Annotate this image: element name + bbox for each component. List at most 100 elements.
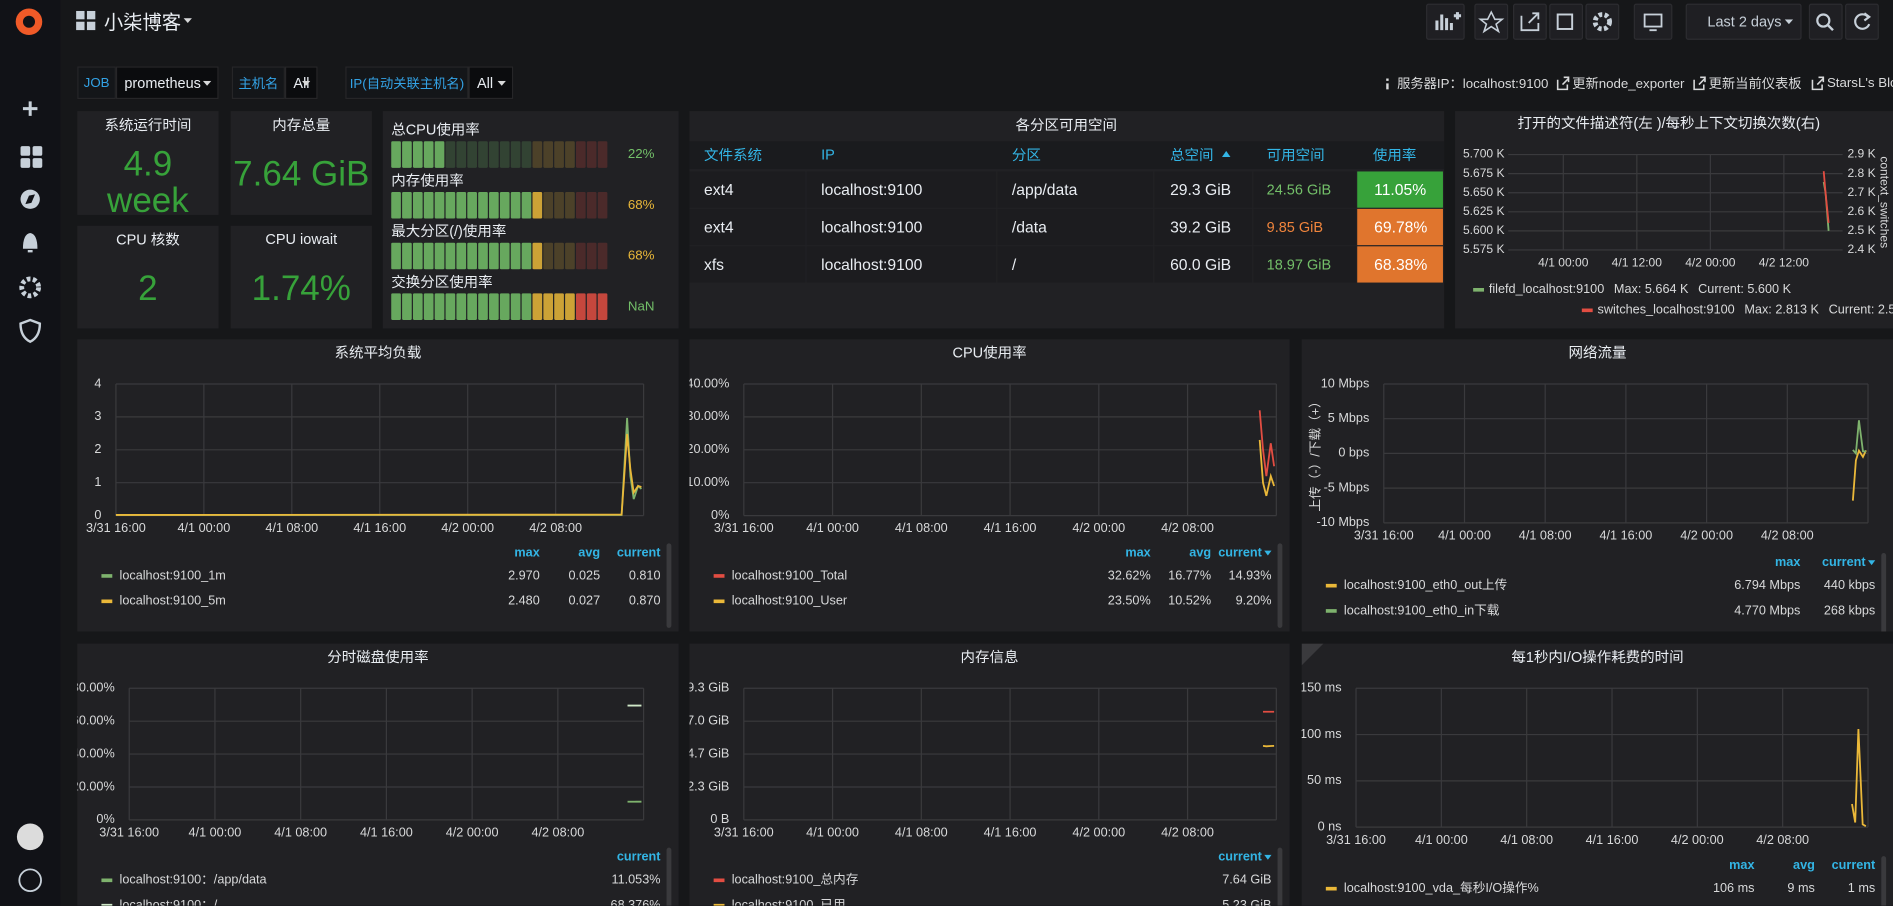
legend-name: localhost:9100：/ bbox=[120, 898, 218, 906]
gauge-cell bbox=[554, 243, 563, 270]
x-tick-label: 4/1 16:00 bbox=[1586, 833, 1639, 847]
table-cell-text: localhost:9100 bbox=[821, 218, 922, 236]
legend-stat: 6.794 Mbps bbox=[1734, 578, 1800, 592]
table-cell-text: ext4 bbox=[704, 181, 734, 199]
x-tick-label: 4/1 12:00 bbox=[1612, 255, 1663, 269]
table-column-header[interactable]: 使用率 bbox=[1373, 144, 1416, 165]
caret bbox=[203, 81, 213, 88]
table-column-header[interactable]: 可用空间 bbox=[1267, 144, 1325, 165]
table-column-header[interactable]: 总空间 bbox=[1170, 144, 1213, 165]
dashboards-icon bbox=[33, 158, 43, 168]
gauge-cell bbox=[413, 192, 422, 219]
y-tick-label: 4 bbox=[94, 376, 101, 390]
caret bbox=[497, 81, 507, 88]
legend-stat: 2.480 bbox=[508, 594, 540, 608]
gauge-label: 交换分区使用率 bbox=[391, 271, 492, 292]
gauge-cell bbox=[402, 243, 411, 270]
legend-name: localhost:9100_vda_每秒I/O操作% bbox=[1344, 880, 1539, 895]
x-tick-label: 4/1 00:00 bbox=[1438, 528, 1491, 542]
gauge-cell bbox=[467, 141, 476, 168]
table-column-header[interactable]: 分区 bbox=[1012, 144, 1041, 165]
gauge-cell bbox=[489, 243, 498, 270]
y2-tick-label: 2.8 K bbox=[1847, 166, 1875, 180]
gauge-cell bbox=[511, 141, 520, 168]
link-icon bbox=[1693, 76, 1706, 90]
toolbar-icons bbox=[1425, 4, 1884, 40]
dashboards-icon bbox=[21, 158, 31, 168]
gauge-bar bbox=[391, 192, 608, 219]
variable-value: All bbox=[477, 75, 493, 92]
x-tick-label: 4/1 00:00 bbox=[806, 826, 859, 840]
legend-scrollbar bbox=[1881, 856, 1886, 906]
gauge-cell bbox=[478, 243, 487, 270]
stat-value: 1.74% bbox=[252, 270, 351, 310]
sort-arrow bbox=[1264, 855, 1271, 860]
y-tick-label: -10 Mbps bbox=[1317, 515, 1370, 529]
variable-label: IP(自动关联主机名) bbox=[350, 74, 464, 93]
dashboard-title[interactable]: 小柒博客 bbox=[104, 6, 181, 35]
gauge-cell bbox=[576, 141, 585, 168]
y2-axis-label: context_switches bbox=[1878, 156, 1892, 248]
dashboard-link[interactable]: StarsL's Blog bbox=[1827, 76, 1893, 90]
x-tick-label: 4/2 12:00 bbox=[1759, 255, 1810, 269]
gauge-bar bbox=[391, 141, 608, 168]
legend-stat: 5.23 GiB bbox=[1222, 898, 1271, 906]
x-tick-label: 4/2 08:00 bbox=[1761, 528, 1814, 542]
gauge-cell bbox=[456, 192, 465, 219]
table-cell-text: xfs bbox=[704, 255, 724, 273]
y-tick-label: 0 B bbox=[710, 812, 729, 826]
y-tick-label: 5.700 K bbox=[1463, 147, 1505, 161]
legend-column-header: max bbox=[514, 545, 539, 559]
x-tick-label: 4/2 00:00 bbox=[446, 826, 499, 840]
legend-stat: Current: 2.542 K bbox=[1829, 303, 1893, 317]
gauge-cell bbox=[446, 141, 455, 168]
x-tick-label: 3/31 16:00 bbox=[714, 521, 774, 535]
x-tick-label: 4/2 00:00 bbox=[1072, 521, 1125, 535]
legend-name: localhost:9100_5m bbox=[120, 594, 226, 608]
legend-scrollbar bbox=[667, 543, 672, 628]
legend-column-header: avg bbox=[1793, 858, 1815, 872]
x-tick-label: 4/1 16:00 bbox=[984, 521, 1037, 535]
y-tick-label: 10 Mbps bbox=[1321, 376, 1370, 390]
table-column-header[interactable]: 文件系统 bbox=[704, 144, 762, 165]
table-cell-text: / bbox=[1012, 255, 1016, 273]
gauge-cell bbox=[533, 243, 542, 270]
dashboard-link[interactable]: 服务器IP：localhost:9100 bbox=[1397, 74, 1548, 93]
dashboard-link[interactable]: 更新node_exporter bbox=[1572, 74, 1684, 93]
legend-column-header: current bbox=[1822, 555, 1866, 569]
x-tick-label: 4/2 00:00 bbox=[1671, 833, 1724, 847]
gauge-label: 内存使用率 bbox=[391, 170, 463, 191]
help-icon bbox=[19, 869, 41, 891]
x-tick-label: 4/2 08:00 bbox=[529, 521, 582, 535]
gauge-cell bbox=[489, 141, 498, 168]
stat-title: 内存总量 bbox=[272, 114, 330, 135]
legend-name: localhost:9100_1m bbox=[120, 568, 226, 582]
table-cell-text: /app/data bbox=[1012, 181, 1077, 199]
gauge-cell bbox=[402, 192, 411, 219]
dashboard-icon bbox=[76, 11, 95, 30]
y-tick-label: 2.3 GiB bbox=[689, 779, 729, 793]
table-cell-text: 11.05% bbox=[1374, 181, 1426, 199]
gauge-cell bbox=[489, 293, 498, 320]
x-tick-label: 4/1 08:00 bbox=[265, 521, 318, 535]
caret bbox=[302, 81, 312, 88]
tv-icon bbox=[1645, 14, 1662, 26]
gauge-cell bbox=[500, 243, 509, 270]
gauge-cell bbox=[435, 141, 444, 168]
legend-column-header: avg bbox=[1189, 545, 1211, 559]
gauge-cell bbox=[543, 293, 552, 320]
y-tick-label: 5 Mbps bbox=[1328, 411, 1370, 425]
gauge-cell bbox=[554, 192, 563, 219]
table-column-header[interactable]: IP bbox=[821, 146, 835, 163]
share-icon bbox=[1521, 13, 1538, 30]
gauge-label: 总CPU使用率 bbox=[391, 119, 480, 140]
y-tick-label: 7.0 GiB bbox=[689, 714, 729, 728]
dashboard-link[interactable]: 更新当前仪表板 bbox=[1709, 74, 1802, 93]
dashboard-icon-square bbox=[87, 11, 95, 19]
y-axis-label: 上传（-）/下载（+） bbox=[1309, 395, 1323, 511]
legend-column-header: max bbox=[1775, 555, 1800, 569]
x-tick-label: 3/31 16:00 bbox=[86, 521, 146, 535]
zoom-icon-handle bbox=[1828, 25, 1833, 30]
legend-column-header: avg bbox=[578, 545, 600, 559]
